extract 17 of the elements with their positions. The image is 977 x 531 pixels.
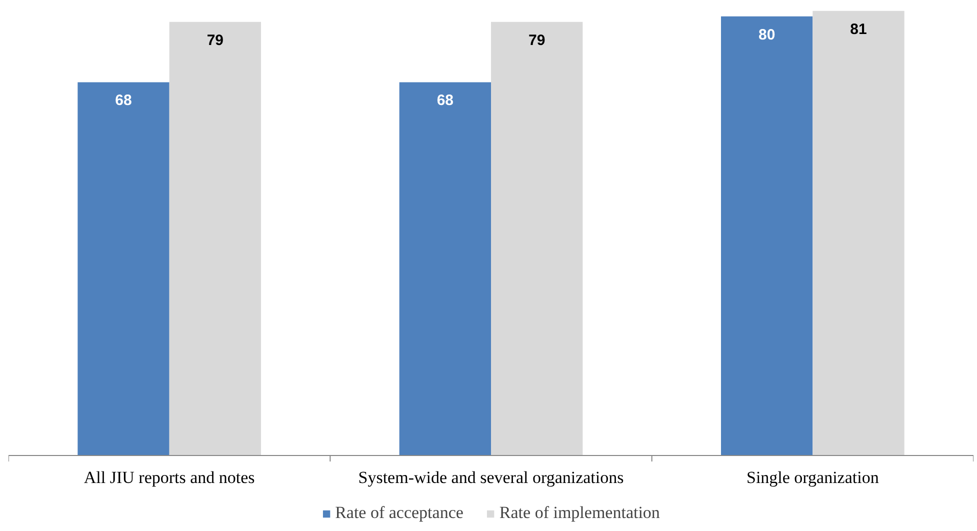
legend-label: Rate of acceptance — [335, 503, 464, 523]
x-tick-label: System-wide and several organizations — [358, 468, 624, 487]
bar — [169, 22, 262, 456]
data-label: 68 — [436, 92, 454, 110]
data-label: 79 — [206, 32, 224, 49]
bar — [491, 22, 583, 456]
data-label: 68 — [115, 92, 132, 110]
bar — [720, 16, 813, 456]
data-label: 80 — [758, 26, 776, 44]
bar — [812, 10, 904, 456]
bar — [399, 82, 491, 456]
legend-label: Rate of implementation — [499, 503, 660, 523]
x-tick-label: Single organization — [746, 468, 880, 487]
x-tick-label: All JIU reports and notes — [84, 468, 255, 487]
data-label: 81 — [850, 20, 867, 38]
bar — [78, 82, 170, 456]
data-label: 79 — [528, 32, 546, 49]
